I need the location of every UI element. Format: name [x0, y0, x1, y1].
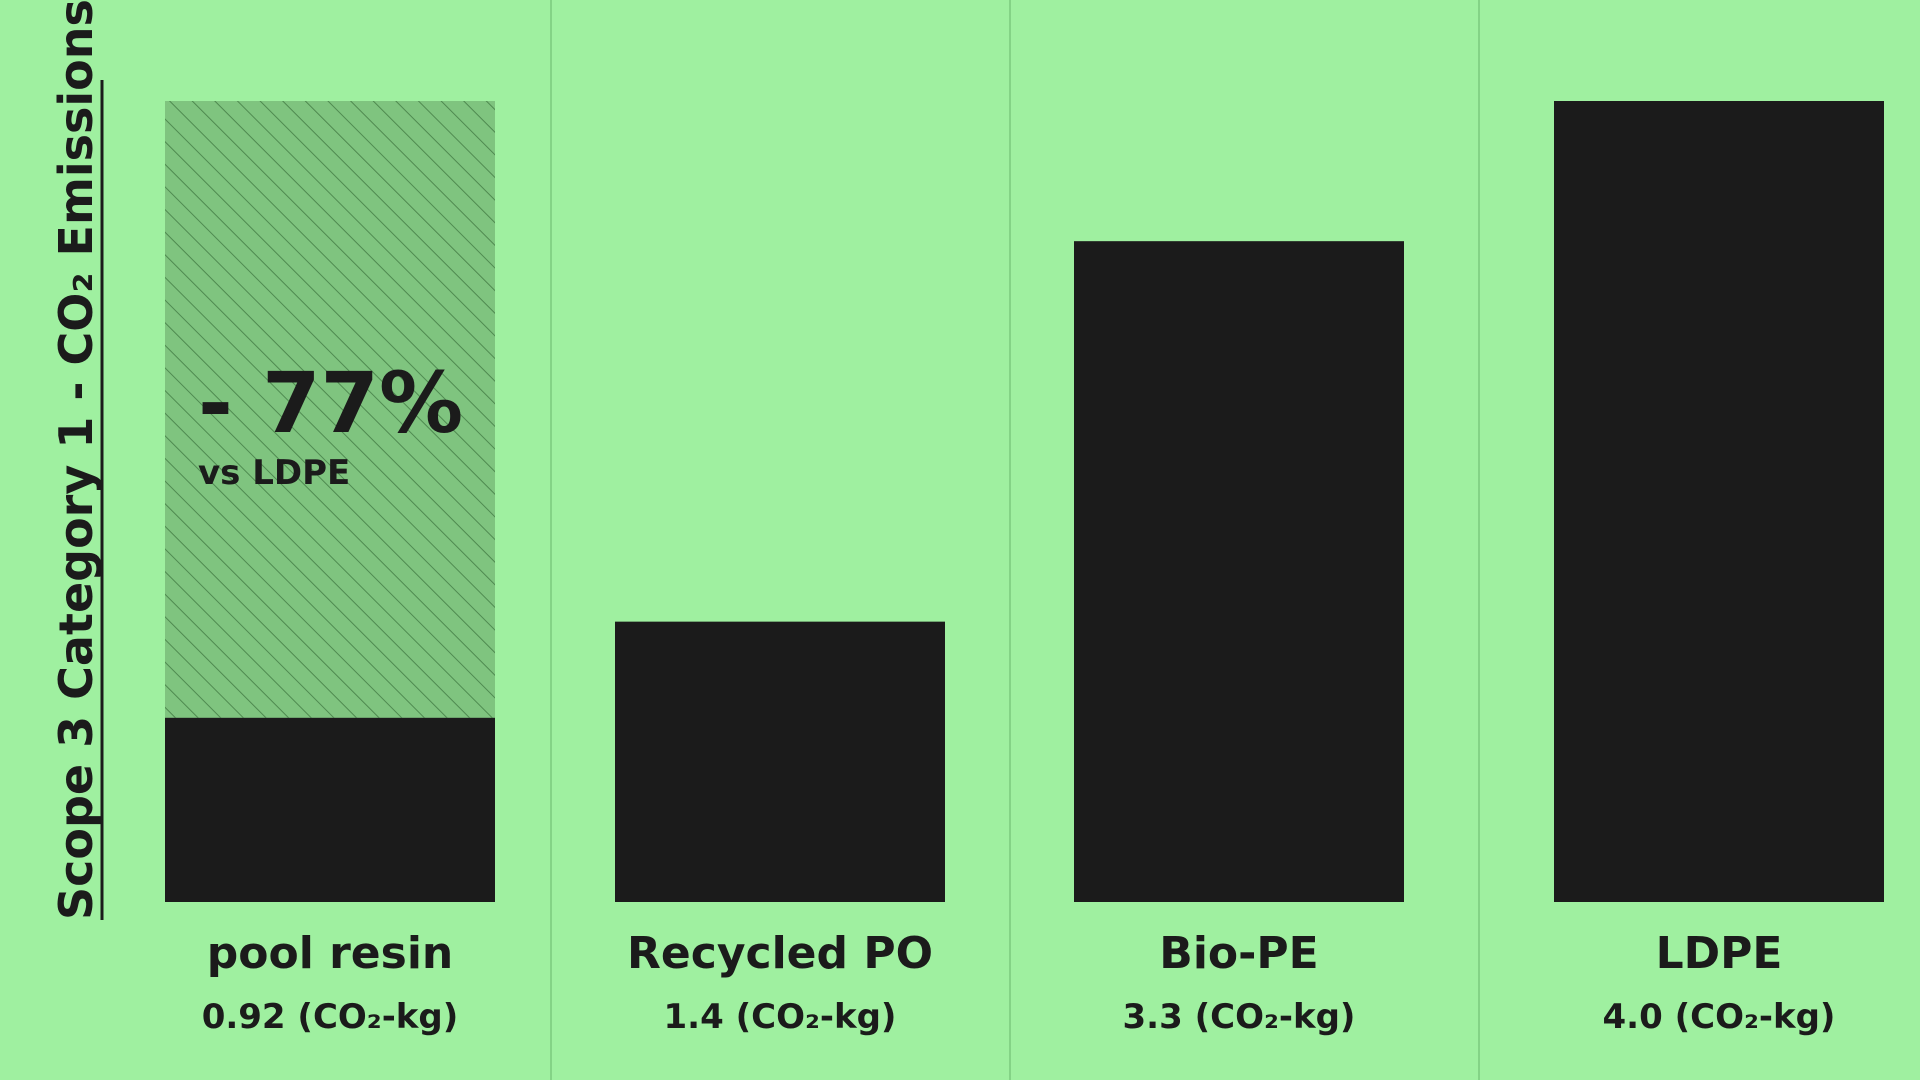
reduction-annotation: - 77%vs LDPE	[198, 354, 463, 493]
category-labels: pool resin 0.92 (CO₂-kg) Recycled PO 1.4 (C…	[202, 928, 1836, 1037]
bar-pool-resin	[165, 717, 495, 902]
value-label: 1.4 (CO₂-kg)	[664, 997, 897, 1037]
reduction-hatch-area	[165, 101, 495, 718]
category-label: Recycled PO	[627, 928, 933, 979]
value-label: 4.0 (CO₂-kg)	[1603, 997, 1836, 1037]
category-label: LDPE	[1656, 928, 1783, 979]
bar-ldpe	[1554, 101, 1884, 902]
value-label: 3.3 (CO₂-kg)	[1123, 997, 1356, 1037]
column-dividers	[550, 0, 1480, 1080]
reduction-reference-label: vs LDPE	[198, 453, 350, 493]
y-axis-title: Scope 3 Category 1 - CO₂ Emissions	[49, 0, 103, 920]
category-label: Bio-PE	[1159, 928, 1318, 979]
y-axis-label: Scope 3 Category 1 - CO₂ Emissions	[49, 0, 104, 920]
bar-bio-pe	[1074, 241, 1404, 903]
reduction-percent: - 77%	[198, 354, 463, 452]
category-label: pool resin	[207, 928, 454, 979]
bar-recycled-po	[615, 621, 945, 902]
value-label: 0.92 (CO₂-kg)	[202, 997, 459, 1037]
bars	[165, 101, 1884, 903]
